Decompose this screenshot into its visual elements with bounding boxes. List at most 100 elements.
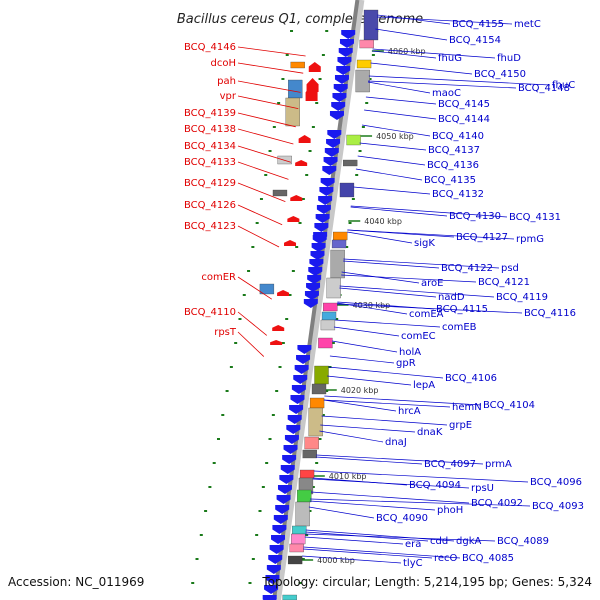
gene-label-right[interactable]: BCQ_4154 xyxy=(449,35,501,46)
gene-box xyxy=(342,159,358,167)
gene-label-right[interactable]: rpsU xyxy=(471,483,494,494)
leader-line-left xyxy=(237,331,265,357)
gene-label-right[interactable]: BCQ_4137 xyxy=(428,145,480,156)
gene-label-right[interactable]: psd xyxy=(501,263,519,274)
gene-label-right[interactable]: BCQ_4127 xyxy=(456,232,508,243)
gene-label-right[interactable]: dnaK xyxy=(417,427,443,438)
leader-line-right xyxy=(350,206,448,217)
gene-arrow-reverse xyxy=(264,585,279,594)
gene-label-right[interactable]: grpE xyxy=(449,420,472,431)
gene-label-left[interactable]: BCQ_4123 xyxy=(184,221,236,232)
gene-label-right[interactable]: BCQ_4155 xyxy=(452,19,504,30)
gene-label-right[interactable]: BCQ_4093 xyxy=(532,501,584,512)
gene-label-right[interactable]: metC xyxy=(514,19,541,30)
gene-label-left[interactable]: BCQ_4146 xyxy=(184,42,236,53)
gene-label-right[interactable]: BCQ_4131 xyxy=(509,212,561,223)
leader-line-right xyxy=(324,395,482,406)
gene-label-right[interactable]: BCQ_4097 xyxy=(424,459,476,470)
gene-label-left[interactable]: comER xyxy=(201,272,236,283)
gene-label-right[interactable]: BCQ_4130 xyxy=(449,211,501,222)
gene-label-right[interactable]: BCQ_4104 xyxy=(483,400,535,411)
gene-label-right[interactable]: BCQ_4089 xyxy=(497,536,549,547)
gene-label-left[interactable]: rpsT xyxy=(214,327,237,338)
leader-line-right xyxy=(310,491,470,504)
gene-label-right[interactable]: BCQ_4145 xyxy=(438,99,490,110)
accession-label: Accession: NC_011969 xyxy=(8,575,144,589)
gene-label-right[interactable]: BCQ_4106 xyxy=(445,373,497,384)
tick-mark xyxy=(261,486,265,488)
gene-label-right[interactable]: BCQ_4136 xyxy=(427,160,479,171)
gene-label-right[interactable]: comEA xyxy=(409,309,444,320)
gene-label-right[interactable]: tlyC xyxy=(403,558,423,569)
gene-label-right[interactable]: BCQ_4121 xyxy=(478,277,530,288)
gene-label-right[interactable]: comEC xyxy=(401,331,436,342)
gene-arrow-reverse xyxy=(296,355,311,364)
gene-label-right[interactable]: BCQ_4144 xyxy=(438,114,490,125)
gene-label-right[interactable]: fhuG xyxy=(438,53,462,64)
gene-label-right[interactable]: BCQ_4148 xyxy=(518,83,570,94)
gene-label-right[interactable]: comEB xyxy=(442,322,477,333)
gene-label-left[interactable]: BCQ_4129 xyxy=(184,178,236,189)
gene-label-right[interactable]: hrcA xyxy=(398,406,421,417)
gene-label-right[interactable]: BCQ_4135 xyxy=(424,175,476,186)
gene-label-right[interactable]: BCQ_4090 xyxy=(376,513,428,524)
gene-label-right[interactable]: dnaJ xyxy=(385,437,407,448)
gene-label-left[interactable]: BCQ_4138 xyxy=(184,124,236,135)
gene-label-right[interactable]: sigK xyxy=(414,238,435,249)
tick-mark xyxy=(191,582,195,584)
gene-label-left[interactable]: BCQ_4133 xyxy=(184,157,236,168)
gene-label-right[interactable]: holA xyxy=(399,347,421,358)
leader-line-right xyxy=(316,454,484,465)
gene-label-right[interactable]: hemN xyxy=(452,402,482,413)
gene-label-right[interactable]: era xyxy=(405,539,421,550)
gene-label-left[interactable]: pah xyxy=(217,76,236,87)
gene-arrow-reverse xyxy=(310,251,325,260)
gene-label-left[interactable]: BCQ_4110 xyxy=(184,307,236,318)
gene-label-right[interactable]: phoH xyxy=(437,505,463,516)
leader-line-right xyxy=(343,258,500,269)
gene-label-right[interactable]: fhuC xyxy=(552,80,575,91)
gene-label-left[interactable]: dcoH xyxy=(211,58,236,69)
gene-label-left[interactable]: BCQ_4139 xyxy=(184,108,236,119)
gene-arrow-reverse xyxy=(269,545,284,554)
gene-label-right[interactable]: prmA xyxy=(485,459,512,470)
gene-label-right[interactable]: BCQ_4132 xyxy=(432,189,484,200)
gene-label-right[interactable]: rpmG xyxy=(516,234,544,245)
gene-label-right[interactable]: BCQ_4094 xyxy=(409,480,461,491)
gene-label-left[interactable]: BCQ_4126 xyxy=(184,200,236,211)
gene-label-right[interactable]: recO xyxy=(434,553,458,564)
gene-arrow-reverse xyxy=(276,495,291,504)
gene-box-left xyxy=(288,79,303,99)
tick-mark xyxy=(268,438,272,440)
gene-label-left[interactable]: vpr xyxy=(220,91,237,102)
gene-label-left[interactable]: BCQ_4134 xyxy=(184,141,236,152)
gene-label-right[interactable]: BCQ_4140 xyxy=(432,131,484,142)
gene-label-right[interactable]: cdd xyxy=(430,536,448,547)
gene-arrow-reverse xyxy=(318,196,333,205)
gene-label-right[interactable]: BCQ_4116 xyxy=(524,308,576,319)
tick-mark xyxy=(318,438,322,440)
leader-line-right xyxy=(339,287,437,298)
gene-label-right[interactable]: BCQ_4119 xyxy=(496,292,548,303)
gene-label-right[interactable]: gpR xyxy=(396,358,416,369)
gene-label-right[interactable]: fhuD xyxy=(497,53,521,64)
gene-label-right[interactable]: dgkA xyxy=(456,536,481,547)
tick-mark xyxy=(221,414,225,416)
leader-line-left xyxy=(237,112,296,128)
gene-label-right[interactable]: nadD xyxy=(438,292,465,303)
gene-label-right[interactable]: BCQ_4085 xyxy=(462,553,514,564)
gene-label-right[interactable]: BCQ_4122 xyxy=(441,263,493,274)
gene-label-right[interactable]: maoC xyxy=(432,88,461,99)
gene-label-right[interactable]: BCQ_4096 xyxy=(530,477,582,488)
gene-arrow-reverse xyxy=(309,259,324,268)
gene-label-right[interactable]: BCQ_4150 xyxy=(474,69,526,80)
gene-label-right[interactable]: lepA xyxy=(413,380,435,391)
leader-line-left xyxy=(237,311,268,336)
gene-label-right[interactable]: BCQ_4115 xyxy=(436,304,488,315)
gene-box xyxy=(326,277,341,299)
tick-mark xyxy=(368,78,372,80)
gene-label-right[interactable]: aroE xyxy=(421,278,443,289)
gene-label-right[interactable]: BCQ_4092 xyxy=(471,498,523,509)
leader-line-right xyxy=(361,124,431,137)
